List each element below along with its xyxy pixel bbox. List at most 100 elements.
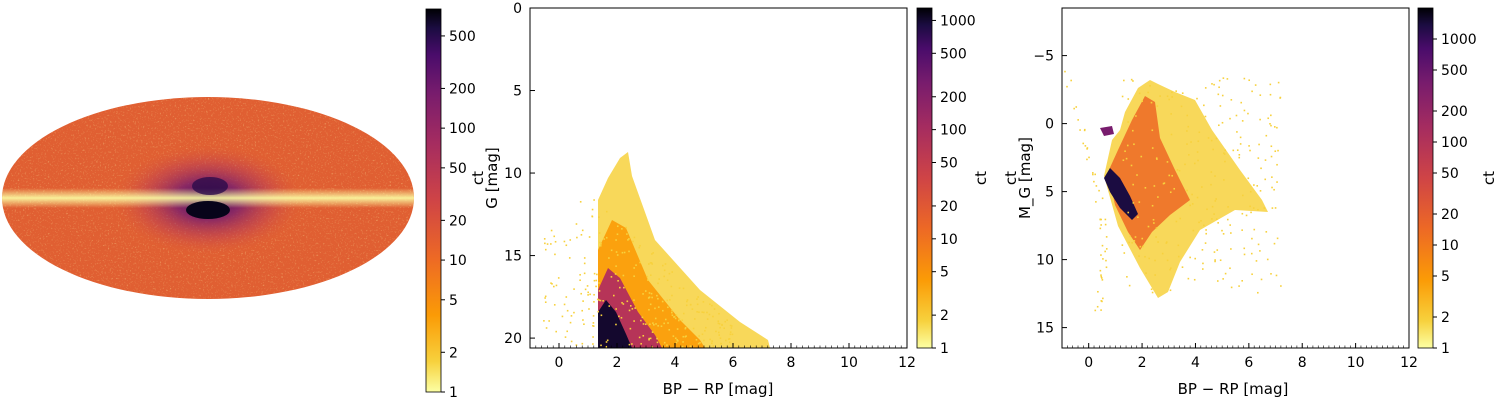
hrd-scatter-point: [1180, 105, 1183, 108]
hrd-scatter-point: [1203, 224, 1205, 227]
cmd-scatter-point: [617, 279, 619, 282]
cmd-scatter-point: [639, 244, 641, 247]
cmd-scatter-point: [563, 303, 566, 306]
hrd-scatter-point: [1156, 105, 1159, 107]
hrd-scatter-point: [1241, 279, 1243, 282]
cmd-scatter-point: [706, 311, 708, 314]
hrd-scatter-point: [1198, 221, 1200, 224]
cmd-scatter-point: [675, 341, 678, 344]
hrd-x-tick-label: 4: [1191, 355, 1200, 371]
hrd-scatter-point: [1256, 185, 1259, 187]
cmd-scatter-point: [664, 318, 667, 321]
colorbar-2-tick-label: 1: [940, 341, 949, 357]
cmd-scatter-point: [723, 327, 726, 330]
hrd-x-tick-label: 2: [1138, 355, 1147, 371]
cmd-scatter-point: [622, 274, 625, 277]
cmd-scatter-point: [717, 322, 720, 325]
cmd-scatter-point: [678, 318, 681, 320]
hrd-scatter-point: [1217, 222, 1219, 224]
cmd-axes-frame: [529, 7, 908, 349]
cmd-scatter-point: [718, 312, 720, 315]
hrd-scatter-point: [1127, 98, 1130, 100]
cmd-scatter-point: [718, 334, 721, 336]
hrd-scatter-point: [1260, 278, 1263, 281]
cmd-scatter-point: [671, 309, 673, 312]
cmd-scatter-point: [682, 335, 685, 338]
cmd-scatter-point: [592, 336, 594, 338]
cmd-y-tick-label: 20: [504, 331, 522, 347]
cmd-scatter-point: [729, 331, 732, 333]
cmd-scatter-point: [546, 243, 549, 245]
cmd-scatter-point: [600, 344, 602, 347]
hrd-scatter-point: [1239, 143, 1242, 145]
north-bulge-patch: [192, 177, 228, 195]
hrd-scatter-point: [1265, 231, 1268, 233]
hrd-white-dwarf-point: [1104, 218, 1107, 221]
cmd-scatter-point: [673, 316, 675, 318]
hrd-scatter-point: [1193, 162, 1196, 165]
cmd-scatter-point: [703, 311, 705, 314]
hrd-scatter-point: [1187, 277, 1190, 280]
cmd-scatter-point: [657, 325, 659, 327]
cmd-scatter-point: [731, 333, 734, 336]
hrd-scatter-point: [1138, 201, 1141, 203]
cmd-scatter-point: [663, 275, 666, 278]
hrd-white-dwarf-point: [1094, 173, 1097, 176]
hrd-scatter-point: [1215, 137, 1218, 140]
hrd-scatter-point: [1197, 159, 1199, 162]
hrd-scatter-point: [1133, 240, 1136, 242]
cmd-scatter-point: [627, 239, 629, 241]
cmd-scatter-point: [649, 262, 652, 264]
cmd-scatter-point: [615, 323, 617, 326]
hrd-scatter-point: [1274, 207, 1277, 209]
cmd-scatter-point: [582, 300, 584, 302]
hrd-scatter-point: [1265, 134, 1268, 137]
cmd-scatter-point: [579, 273, 581, 276]
hrd-scatter-point: [1219, 259, 1222, 262]
cmd-scatter-point: [582, 319, 584, 321]
cmd-scatter-point: [685, 304, 688, 307]
cmd-scatter-point: [566, 309, 569, 312]
cmd-scatter-point: [550, 229, 553, 232]
hrd-scatter-point: [1155, 157, 1158, 159]
hrd-scatter-point: [1221, 229, 1223, 232]
hrd-scatter-point: [1157, 241, 1159, 243]
hrd-scatter-point: [1154, 274, 1156, 276]
hrd-scatter-point: [1165, 242, 1168, 244]
hrd-scatter-point: [1217, 93, 1220, 96]
colorbar-2-tick-label: 500: [940, 46, 967, 62]
hrd-scatter-point: [1198, 131, 1201, 134]
hrd-x-tick-label: 0: [1084, 355, 1093, 371]
cmd-x-axis-label: BP − RP [mag]: [663, 380, 774, 398]
hrd-white-dwarf-point: [1097, 290, 1099, 293]
cmd-scatter-point: [682, 312, 685, 315]
colorbar-2-tick-label: 5: [940, 265, 949, 281]
hrd-scatter-point: [1249, 205, 1251, 208]
hrd-scatter-point: [1247, 177, 1250, 180]
hrd-white-dwarf-point: [1100, 275, 1103, 278]
cmd-scatter-point: [701, 333, 704, 336]
hrd-scatter-point: [1131, 129, 1134, 132]
svg-text:M_G [mag]: M_G [mag]: [1016, 137, 1035, 219]
hrd-scatter-point: [1269, 123, 1271, 125]
cmd-scatter-point: [615, 239, 617, 241]
cmd-scatter-point: [626, 233, 628, 235]
cmd-scatter-point: [649, 303, 652, 306]
cmd-scatter-point: [603, 238, 605, 240]
cmd-scatter-point: [712, 315, 714, 318]
cmd-scatter-point: [570, 315, 573, 317]
hrd-scatter-point: [1165, 241, 1168, 243]
hrd-scatter-point: [1274, 150, 1277, 153]
cmd-scatter-point: [543, 320, 545, 322]
hrd-scatter-point: [1137, 216, 1139, 219]
hrd-scatter-point: [1168, 174, 1171, 177]
cmd-scatter-point: [706, 318, 709, 320]
cmd-scatter-point: [596, 273, 598, 276]
cmd-scatter-point: [695, 338, 698, 341]
hrd-scatter-point: [1175, 220, 1178, 223]
hrd-scatter-point: [1133, 143, 1135, 146]
hrd-scatter-point: [1241, 194, 1244, 197]
hrd-scatter-point: [1151, 129, 1154, 132]
cmd-scatter-point: [668, 328, 671, 331]
galactic-plane-band: [2, 188, 414, 208]
